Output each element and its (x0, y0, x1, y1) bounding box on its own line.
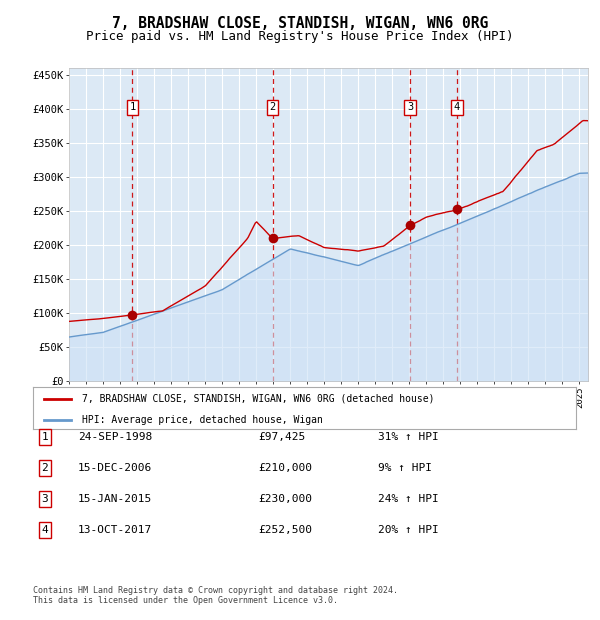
Text: 24-SEP-1998: 24-SEP-1998 (78, 432, 152, 442)
Text: 2: 2 (269, 102, 275, 112)
Text: 15-DEC-2006: 15-DEC-2006 (78, 463, 152, 473)
Text: 20% ↑ HPI: 20% ↑ HPI (378, 525, 439, 535)
Text: 3: 3 (407, 102, 413, 112)
Text: Price paid vs. HM Land Registry's House Price Index (HPI): Price paid vs. HM Land Registry's House … (86, 30, 514, 43)
Text: 24% ↑ HPI: 24% ↑ HPI (378, 494, 439, 504)
Text: 1: 1 (130, 102, 136, 112)
Text: £97,425: £97,425 (258, 432, 305, 442)
Text: 1: 1 (41, 432, 49, 442)
Text: 31% ↑ HPI: 31% ↑ HPI (378, 432, 439, 442)
Text: 7, BRADSHAW CLOSE, STANDISH, WIGAN, WN6 0RG: 7, BRADSHAW CLOSE, STANDISH, WIGAN, WN6 … (112, 16, 488, 30)
Text: £230,000: £230,000 (258, 494, 312, 504)
Text: 15-JAN-2015: 15-JAN-2015 (78, 494, 152, 504)
Text: Contains HM Land Registry data © Crown copyright and database right 2024.
This d: Contains HM Land Registry data © Crown c… (33, 586, 398, 605)
Text: 3: 3 (41, 494, 49, 504)
Text: £210,000: £210,000 (258, 463, 312, 473)
Text: 2: 2 (41, 463, 49, 473)
Text: 4: 4 (41, 525, 49, 535)
Text: 9% ↑ HPI: 9% ↑ HPI (378, 463, 432, 473)
Text: 4: 4 (454, 102, 460, 112)
Text: 7, BRADSHAW CLOSE, STANDISH, WIGAN, WN6 0RG (detached house): 7, BRADSHAW CLOSE, STANDISH, WIGAN, WN6 … (82, 394, 434, 404)
Text: £252,500: £252,500 (258, 525, 312, 535)
Text: HPI: Average price, detached house, Wigan: HPI: Average price, detached house, Wiga… (82, 415, 323, 425)
Text: 13-OCT-2017: 13-OCT-2017 (78, 525, 152, 535)
